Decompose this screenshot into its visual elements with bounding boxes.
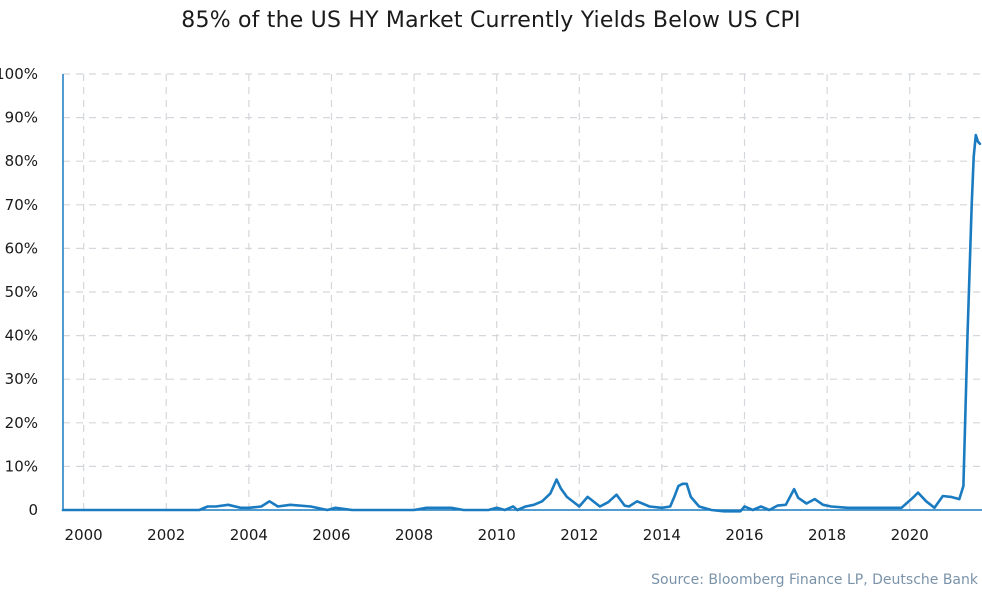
x-tick-label: 2002 <box>147 526 185 544</box>
y-tick-label: 10% <box>5 457 38 475</box>
y-tick-label: 70% <box>5 196 38 214</box>
y-tick-label: 30% <box>5 370 38 388</box>
y-tick-label: 90% <box>5 109 38 127</box>
x-tick-label: 2006 <box>312 526 350 544</box>
x-tick-label: 2020 <box>891 526 929 544</box>
x-tick-label: 2014 <box>643 526 681 544</box>
x-tick-label: 2012 <box>560 526 598 544</box>
x-tick-label: 2016 <box>725 526 763 544</box>
tick-labels: 0 10% 20% 30% 40% 50% 60% 70% 80% 90% 100% 2000 2002… <box>0 65 929 544</box>
y-tick-label: 0 <box>28 501 38 519</box>
source-note: Source: Bloomberg Finance LP, Deutsche B… <box>651 572 978 588</box>
chart-title: 85% of the US HY Market Currently Yields… <box>181 8 801 33</box>
y-tick-label: 100% <box>0 65 38 83</box>
grid-layer <box>63 73 982 510</box>
y-tick-label: 80% <box>5 152 38 170</box>
y-tick-label: 40% <box>5 327 38 345</box>
x-tick-label: 2000 <box>65 526 103 544</box>
x-tick-label: 2004 <box>230 526 268 544</box>
x-tick-label: 2010 <box>478 526 516 544</box>
y-tick-label: 20% <box>5 414 38 432</box>
series-line <box>61 133 982 513</box>
y-tick-label: 60% <box>5 239 38 257</box>
x-tick-label: 2008 <box>395 526 433 544</box>
axis-layer <box>62 74 982 511</box>
x-tick-label: 2018 <box>808 526 846 544</box>
series-layer <box>61 133 982 513</box>
y-tick-label: 50% <box>5 283 38 301</box>
